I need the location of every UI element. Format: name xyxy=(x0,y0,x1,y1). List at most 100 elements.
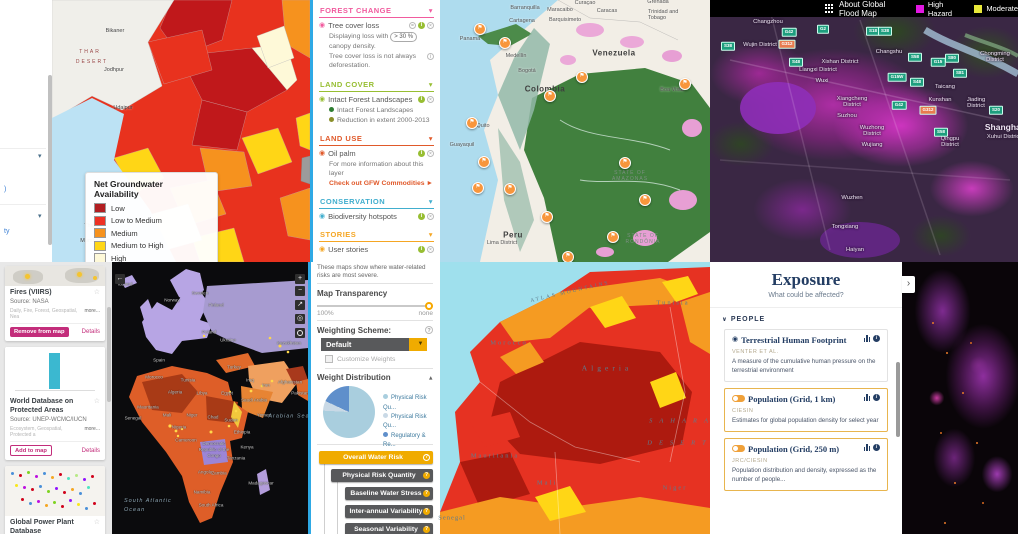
info-icon[interactable]: i xyxy=(873,394,880,402)
story-marker[interactable]: ⚑ xyxy=(679,78,691,90)
details-link[interactable]: Details xyxy=(81,447,100,454)
info-icon[interactable]: i xyxy=(418,213,425,221)
slider-knob[interactable] xyxy=(425,302,433,311)
interannual-variability-button[interactable]: Inter-annual Variability? xyxy=(345,505,433,519)
star-icon[interactable]: ☆ xyxy=(93,398,100,406)
chevron-down-icon[interactable]: ▾ xyxy=(428,133,433,143)
apps-grid-icon[interactable] xyxy=(825,4,833,13)
section-header[interactable]: CONSERVATION xyxy=(320,197,386,207)
collapse-icon[interactable]: ▾ xyxy=(429,373,433,381)
population-map-canvas[interactable] xyxy=(902,262,1018,534)
back-arrow-button[interactable]: ← xyxy=(115,274,125,284)
help-icon[interactable]: ? xyxy=(423,508,430,516)
story-marker[interactable]: ⚑ xyxy=(639,194,651,206)
checkbox-box[interactable] xyxy=(325,355,333,364)
weighting-dropdown[interactable]: Default ▼ xyxy=(321,338,427,352)
eye-icon[interactable]: ◉ xyxy=(319,213,326,221)
close-icon[interactable]: × xyxy=(427,149,434,157)
info-icon[interactable]: i xyxy=(418,246,425,254)
locate-icon[interactable]: ◎ xyxy=(295,314,305,324)
toggle-on[interactable] xyxy=(732,395,745,403)
settings-icon[interactable]: = xyxy=(409,22,416,29)
share-icon[interactable]: ↗ xyxy=(295,300,305,310)
close-icon[interactable]: × xyxy=(427,213,434,221)
section-header[interactable]: STORIES xyxy=(320,230,357,240)
close-icon[interactable]: × xyxy=(427,22,434,29)
chart-icon[interactable] xyxy=(863,335,870,342)
chevron-down-icon[interactable]: ▾ xyxy=(38,153,42,160)
info-icon[interactable]: i xyxy=(873,444,880,452)
forest-map-canvas[interactable]: Barranquilla Maracaibo Curaçao Caracas G… xyxy=(440,0,710,262)
toggle-on[interactable] xyxy=(732,445,745,453)
world-map-canvas[interactable]: Iceland Norway Sweden Finland Poland Ukr… xyxy=(112,262,308,534)
story-marker[interactable]: ⚑ xyxy=(499,37,511,49)
dataset-card-wdpa[interactable]: World Database on Protected Areas ☆ Sourc… xyxy=(5,347,105,461)
close-icon[interactable]: × xyxy=(427,95,434,103)
story-marker[interactable]: ⚑ xyxy=(544,90,556,102)
eye-icon[interactable]: ◉ xyxy=(732,335,739,343)
layer-label[interactable]: Biodiversity hotspots xyxy=(328,212,397,222)
eye-icon[interactable]: ◉ xyxy=(319,246,326,254)
gfw-commodities-link[interactable]: Check out GFW Commodities ► xyxy=(329,180,434,188)
help-icon[interactable]: ? xyxy=(423,526,430,534)
star-icon[interactable]: ☆ xyxy=(93,289,100,296)
overall-water-risk-button[interactable]: Overall Water Risk? xyxy=(319,451,433,465)
zoom-out-button[interactable]: − xyxy=(295,286,305,296)
story-marker[interactable]: ⚑ xyxy=(504,183,516,195)
info-icon[interactable]: i xyxy=(418,22,425,29)
scrollbar[interactable] xyxy=(896,362,900,437)
info-icon[interactable]: i xyxy=(418,95,425,103)
layer-label[interactable]: Oil palm xyxy=(328,148,356,158)
scrollbar[interactable] xyxy=(107,307,111,402)
info-icon[interactable]: i xyxy=(873,335,880,342)
dataset-title[interactable]: World Database on Protected Areas xyxy=(10,398,74,414)
layer-title[interactable]: Population (Grid, 250 m) xyxy=(748,444,840,455)
panel-collapse-button[interactable]: › xyxy=(902,276,915,293)
layer-card-population-250m[interactable]: Population (Grid, 250 m) i JRC/CIESIN Po… xyxy=(724,438,888,492)
dataset-card-fires[interactable]: Fires (VIIRS) ☆ Source: NASA Daily, Fire,… xyxy=(5,266,105,342)
details-link[interactable]: Details xyxy=(81,329,100,336)
baseline-water-stress-button[interactable]: Baseline Water Stress? xyxy=(345,487,433,501)
chart-icon[interactable] xyxy=(863,394,870,402)
flood-map-canvas[interactable]: Xinbei District Changzhou Wujin District… xyxy=(710,0,1018,262)
chevron-down-icon[interactable]: ▾ xyxy=(428,79,433,89)
layer-card-human-footprint[interactable]: ◉ Terrestrial Human Footprint i VENTER E… xyxy=(724,329,888,383)
story-marker[interactable]: ⚑ xyxy=(619,157,631,169)
story-marker[interactable]: ⚑ xyxy=(541,211,553,223)
help-icon[interactable]: ? xyxy=(423,472,430,480)
section-header[interactable]: FOREST CHANGE xyxy=(320,6,392,15)
more-link[interactable]: more... xyxy=(84,308,100,315)
layer-title[interactable]: Terrestrial Human Footprint xyxy=(741,335,847,345)
layer-title[interactable]: Population (Grid, 1 km) xyxy=(748,394,836,405)
scrollbar[interactable] xyxy=(48,75,52,245)
info-icon[interactable]: i xyxy=(427,53,434,61)
chevron-down-icon[interactable]: ▾ xyxy=(428,6,433,15)
help-icon[interactable]: ? xyxy=(423,490,430,498)
dataset-card-power-plants[interactable]: Global Power Plant Database☆ Source: Glo… xyxy=(5,466,105,534)
chart-icon[interactable] xyxy=(863,444,870,452)
eye-icon[interactable]: ◉ xyxy=(319,95,326,103)
chevron-down-icon[interactable]: ▾ xyxy=(38,213,42,220)
customize-weights-checkbox[interactable]: Customize Weights xyxy=(325,355,433,370)
story-marker[interactable]: ⚑ xyxy=(474,23,486,35)
search-icon[interactable] xyxy=(295,328,305,338)
about-link[interactable]: About Global Flood Map xyxy=(839,0,886,18)
groundwater-map-canvas[interactable]: Bikaner THAR DESERT Jodhpur Udaipur Than… xyxy=(51,0,310,262)
section-people[interactable]: ∨ PEOPLE xyxy=(722,316,766,323)
remove-from-map-button[interactable]: Remove from map xyxy=(10,327,69,338)
story-marker[interactable]: ⚑ xyxy=(478,156,490,168)
physical-risk-quantity-button[interactable]: Physical Risk Quantity? xyxy=(331,469,433,483)
more-link[interactable]: more... xyxy=(84,426,100,433)
zoom-in-button[interactable]: + xyxy=(295,274,305,284)
story-marker[interactable]: ⚑ xyxy=(562,251,574,262)
story-marker[interactable]: ⚑ xyxy=(607,231,619,243)
seasonal-variability-button[interactable]: Seasonal Variability? xyxy=(345,523,433,534)
dataset-title[interactable]: Global Power Plant Database xyxy=(10,519,74,534)
eye-icon[interactable]: ◉ xyxy=(319,22,326,29)
dataset-title[interactable]: Fires (VIIRS) xyxy=(10,289,52,296)
story-marker[interactable]: ⚑ xyxy=(466,117,478,129)
layer-label[interactable]: Intact Forest Landscapes xyxy=(328,94,413,104)
water-risk-map-canvas[interactable]: ATLAS MOUNTAINS Morocco Tunisia Algeria … xyxy=(438,262,710,534)
transparency-slider[interactable] xyxy=(317,302,433,311)
layer-label[interactable]: Tree cover loss xyxy=(328,21,380,30)
